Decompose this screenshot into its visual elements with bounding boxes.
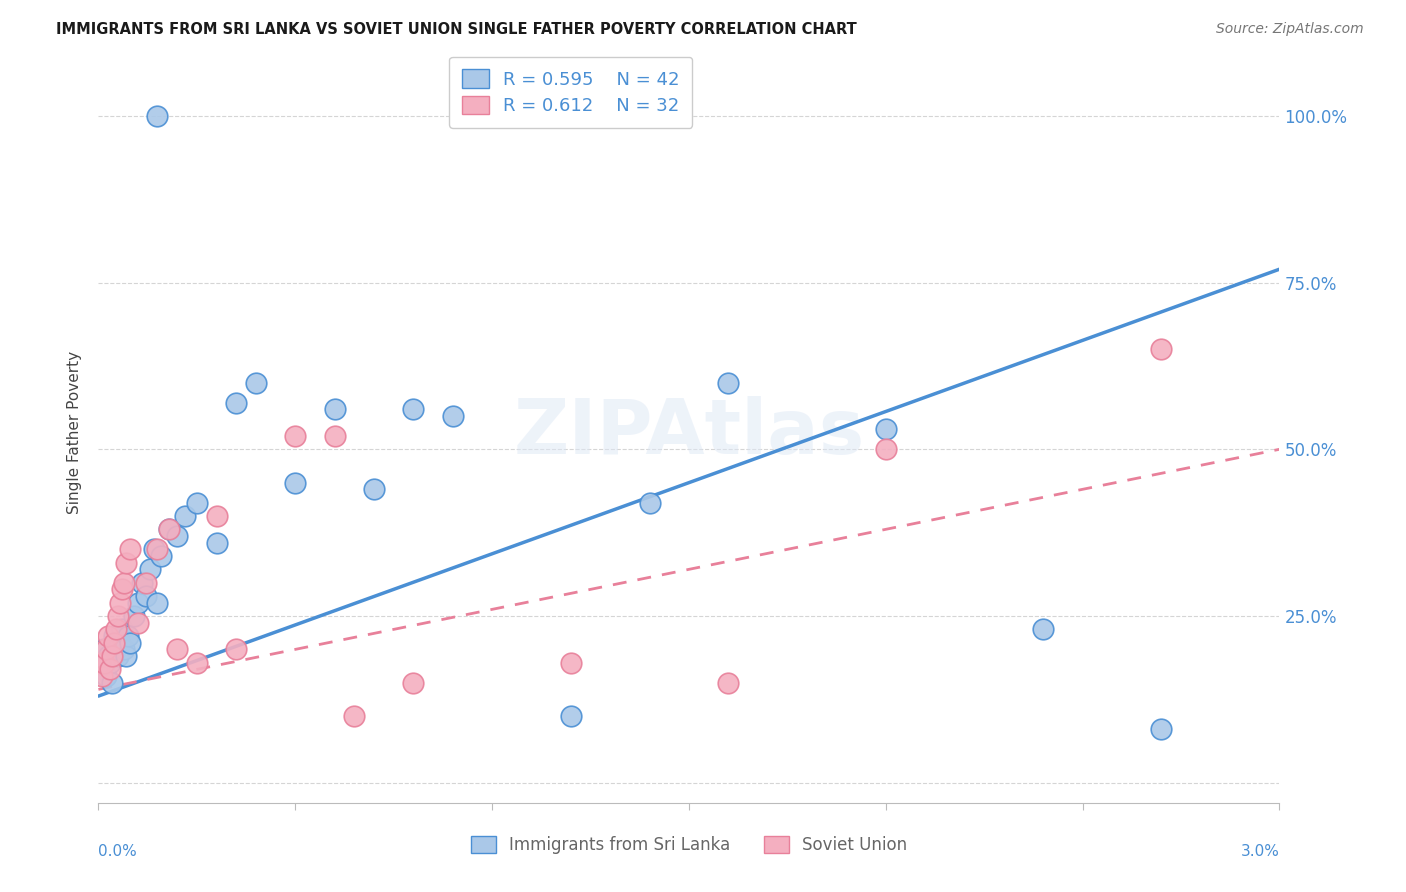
Point — [101, 675, 124, 690]
Point — [93, 656, 115, 670]
Point — [717, 376, 740, 390]
Point — [97, 629, 120, 643]
Point — [343, 709, 366, 723]
Point — [225, 395, 247, 409]
Point — [717, 675, 740, 690]
Point — [108, 596, 131, 610]
Point — [186, 496, 208, 510]
Point — [97, 648, 120, 663]
Point — [157, 522, 180, 536]
Point — [402, 675, 425, 690]
Point — [89, 656, 111, 670]
Point — [135, 589, 157, 603]
Point — [166, 642, 188, 657]
Point — [118, 542, 141, 557]
Point — [166, 529, 188, 543]
Y-axis label: Single Father Poverty: Single Father Poverty — [67, 351, 83, 514]
Point — [1150, 343, 1173, 357]
Point — [186, 656, 208, 670]
Text: IMMIGRANTS FROM SRI LANKA VS SOVIET UNION SINGLE FATHER POVERTY CORRELATION CHAR: IMMIGRANTS FROM SRI LANKA VS SOVIET UNIO… — [56, 22, 858, 37]
Text: ZIPAtlas: ZIPAtlas — [513, 396, 865, 469]
Point — [127, 596, 149, 610]
Point — [875, 422, 897, 436]
Point — [91, 669, 114, 683]
Point — [111, 582, 134, 597]
Point — [205, 535, 228, 549]
Point — [117, 629, 139, 643]
Point — [98, 662, 121, 676]
Point — [105, 623, 128, 637]
Point — [1150, 723, 1173, 737]
Point — [363, 483, 385, 497]
Point — [1032, 623, 1054, 637]
Point — [174, 508, 197, 523]
Point — [103, 636, 125, 650]
Point — [101, 648, 124, 663]
Point — [138, 562, 160, 576]
Point — [638, 496, 661, 510]
Text: Source: ZipAtlas.com: Source: ZipAtlas.com — [1216, 22, 1364, 37]
Point — [225, 642, 247, 657]
Point — [146, 109, 169, 123]
Point — [560, 709, 582, 723]
Point — [112, 575, 135, 590]
Point — [146, 596, 169, 610]
Point — [142, 542, 165, 557]
Point — [157, 522, 180, 536]
Point — [111, 623, 134, 637]
Point — [96, 669, 118, 683]
Point — [107, 609, 129, 624]
Point — [131, 575, 153, 590]
Point — [441, 409, 464, 423]
Point — [284, 475, 307, 490]
Point — [560, 656, 582, 670]
Text: 3.0%: 3.0% — [1240, 844, 1279, 858]
Point — [115, 556, 138, 570]
Point — [107, 648, 129, 663]
Point — [323, 429, 346, 443]
Point — [127, 615, 149, 630]
Point — [108, 636, 131, 650]
Point — [118, 636, 141, 650]
Point — [122, 609, 145, 624]
Point — [96, 642, 118, 657]
Point — [105, 642, 128, 657]
Point — [284, 429, 307, 443]
Point — [146, 542, 169, 557]
Point — [135, 575, 157, 590]
Point — [323, 402, 346, 417]
Point — [103, 629, 125, 643]
Point — [115, 648, 138, 663]
Point — [98, 656, 121, 670]
Point — [91, 662, 114, 676]
Point — [875, 442, 897, 457]
Point — [245, 376, 267, 390]
Point — [93, 642, 115, 657]
Point — [402, 402, 425, 417]
Point — [112, 642, 135, 657]
Point — [150, 549, 173, 563]
Point — [205, 508, 228, 523]
Legend: Immigrants from Sri Lanka, Soviet Union: Immigrants from Sri Lanka, Soviet Union — [464, 830, 914, 861]
Point — [89, 656, 111, 670]
Text: 0.0%: 0.0% — [98, 844, 138, 858]
